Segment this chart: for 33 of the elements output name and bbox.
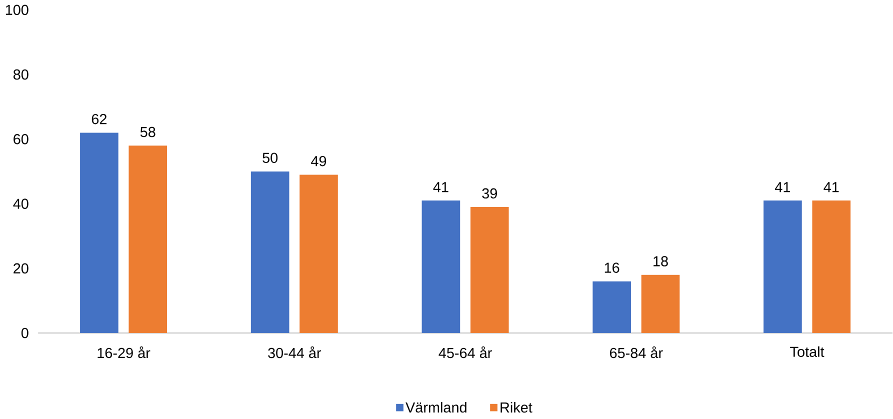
data-label: 41 (774, 182, 790, 192)
x-tick-label: 30-44 år (268, 346, 322, 358)
bar (300, 174, 338, 334)
y-tick-label: 80 (13, 70, 28, 80)
bar (470, 207, 509, 334)
y-tick-label: 100 (6, 4, 28, 16)
legend-label: Värmland (406, 402, 466, 413)
bar (764, 200, 802, 334)
data-label: 50 (262, 152, 278, 164)
data-label: 41 (824, 182, 839, 192)
bar (592, 281, 631, 334)
y-tick-label: 20 (14, 263, 28, 274)
data-label: 41 (433, 182, 448, 192)
data-label: 49 (311, 156, 326, 166)
data-label: 16 (604, 262, 620, 273)
bar (250, 172, 290, 334)
data-label: 58 (140, 127, 156, 138)
data-label: 39 (482, 188, 497, 199)
data-label: 62 (92, 114, 107, 124)
bar (641, 275, 680, 334)
x-tick-label: 65-84 år (610, 346, 663, 358)
x-tick-label: 16-29 år (98, 346, 150, 358)
x-tick-label: 45-64 år (438, 346, 492, 358)
x-tick-label: Totalt (790, 346, 824, 358)
y-tick-label: 0 (21, 328, 28, 338)
bar (422, 200, 460, 334)
legend-label: Riket (500, 402, 532, 413)
y-tick-label: 40 (13, 198, 28, 210)
bar (80, 132, 118, 334)
y-tick-label: 60 (14, 134, 28, 144)
bar (812, 200, 851, 334)
bar (128, 146, 168, 334)
data-label: 18 (654, 256, 668, 267)
